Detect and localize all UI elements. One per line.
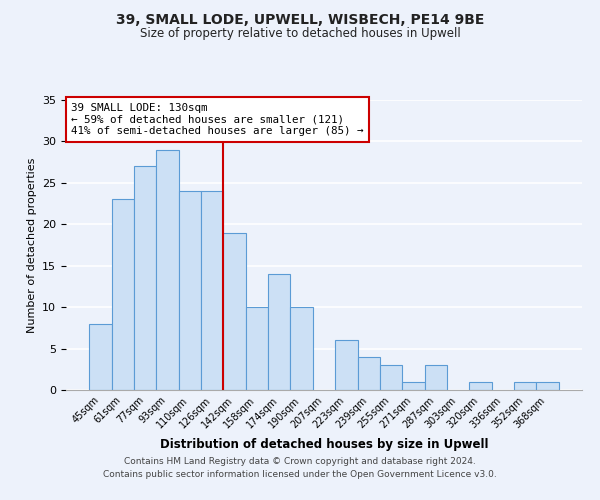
Bar	[536, 382, 559, 390]
Text: Contains HM Land Registry data © Crown copyright and database right 2024.: Contains HM Land Registry data © Crown c…	[124, 458, 476, 466]
Bar	[335, 340, 358, 390]
Bar	[89, 324, 112, 390]
Bar	[358, 357, 380, 390]
Text: Contains public sector information licensed under the Open Government Licence v3: Contains public sector information licen…	[103, 470, 497, 479]
Bar	[246, 307, 268, 390]
Bar	[514, 382, 536, 390]
Bar	[268, 274, 290, 390]
Text: 39, SMALL LODE, UPWELL, WISBECH, PE14 9BE: 39, SMALL LODE, UPWELL, WISBECH, PE14 9B…	[116, 12, 484, 26]
Bar	[112, 200, 134, 390]
Text: 39 SMALL LODE: 130sqm
← 59% of detached houses are smaller (121)
41% of semi-det: 39 SMALL LODE: 130sqm ← 59% of detached …	[71, 103, 364, 136]
Bar	[201, 191, 223, 390]
Text: Size of property relative to detached houses in Upwell: Size of property relative to detached ho…	[140, 28, 460, 40]
Bar	[134, 166, 157, 390]
Bar	[290, 307, 313, 390]
Bar	[157, 150, 179, 390]
X-axis label: Distribution of detached houses by size in Upwell: Distribution of detached houses by size …	[160, 438, 488, 451]
Bar	[223, 232, 246, 390]
Y-axis label: Number of detached properties: Number of detached properties	[26, 158, 37, 332]
Bar	[402, 382, 425, 390]
Bar	[179, 191, 201, 390]
Bar	[469, 382, 491, 390]
Bar	[425, 365, 447, 390]
Bar	[380, 365, 402, 390]
